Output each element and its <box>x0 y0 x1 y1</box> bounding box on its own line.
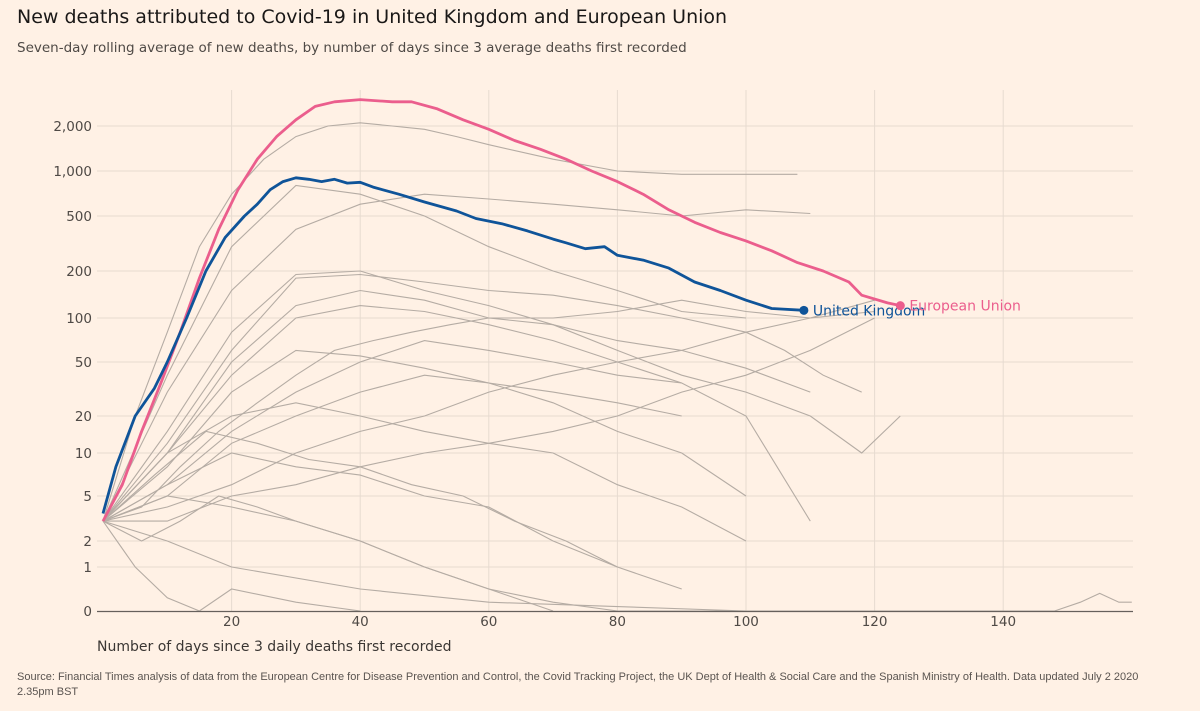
series-line <box>102 122 798 522</box>
y-tick-label: 0 <box>83 604 92 620</box>
series-line-european-union <box>101 98 901 522</box>
series-line <box>102 374 682 522</box>
y-tick-label: 500 <box>66 209 92 225</box>
y-tick-label: 1,000 <box>53 164 92 180</box>
series-line <box>102 317 811 522</box>
series-line <box>103 317 875 522</box>
series-label: European Union <box>909 299 1021 315</box>
series-line <box>102 270 901 522</box>
y-tick-label: 2,000 <box>53 119 92 135</box>
y-tick-label: 20 <box>75 409 92 425</box>
x-tick-label: 80 <box>609 614 626 630</box>
series-end-marker <box>799 305 809 315</box>
x-tick-label: 140 <box>990 614 1016 630</box>
series-line-united-kingdom <box>101 176 804 514</box>
chart-title: New deaths attributed to Covid-19 in Uni… <box>17 6 728 28</box>
axes: 0 1 2 5 10 20 50 100 200 500 1,000 2,000 20 40 60 80 100… <box>53 119 1133 630</box>
x-tick-label: 20 <box>223 614 240 630</box>
source-note: Source: Financial Times analysis of data… <box>17 671 1139 698</box>
series-line <box>102 495 554 612</box>
y-tick-label: 5 <box>83 489 92 505</box>
y-tick-label: 200 <box>66 264 92 280</box>
series-line <box>102 452 682 590</box>
series-end-marker <box>895 301 905 311</box>
series-line <box>102 340 811 522</box>
x-tick-label: 120 <box>862 614 888 630</box>
y-tick-label: 100 <box>66 311 92 327</box>
x-tick-label: 100 <box>733 614 759 630</box>
y-tick-label: 1 <box>83 560 92 576</box>
x-tick-label: 60 <box>480 614 497 630</box>
chart-subtitle: Seven-day rolling average of new deaths,… <box>17 40 687 56</box>
y-tick-label: 2 <box>83 534 92 550</box>
y-tick-label: 50 <box>75 355 92 371</box>
series-line <box>102 273 862 522</box>
series-line <box>102 349 747 522</box>
series-line <box>102 184 747 522</box>
series-line <box>102 402 747 542</box>
y-tick-label: 10 <box>75 446 92 462</box>
x-tick-label: 40 <box>352 614 369 630</box>
x-axis-title: Number of days since 3 daily deaths firs… <box>97 639 452 655</box>
series-line <box>102 193 811 522</box>
series-line <box>102 305 682 522</box>
